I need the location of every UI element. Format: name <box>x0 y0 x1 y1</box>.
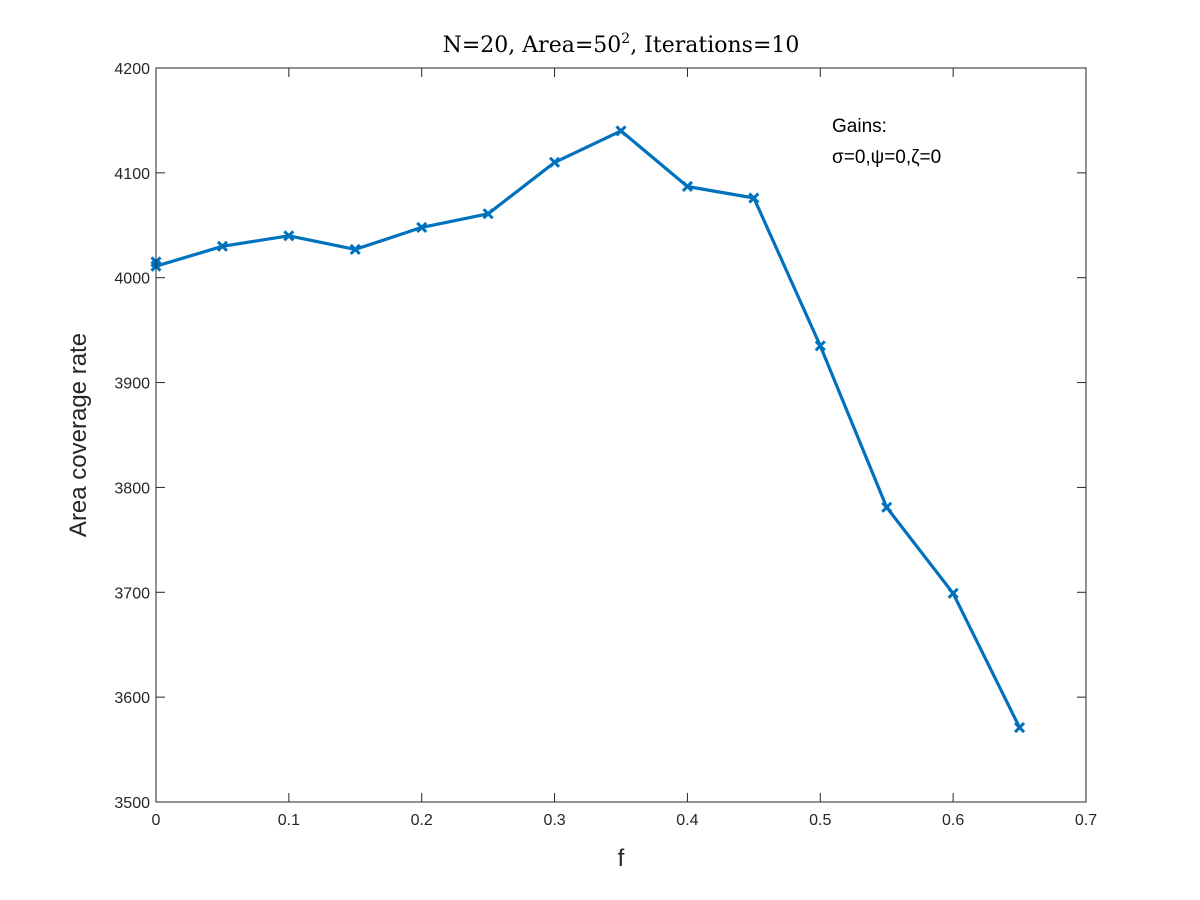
x-tick-label: 0.3 <box>543 812 565 829</box>
marker-stroke <box>482 208 494 220</box>
x-tick-label: 0.7 <box>1075 812 1097 829</box>
y-tick-label: 4000 <box>114 271 150 288</box>
plot-background <box>156 68 1086 802</box>
data-point-marker <box>814 340 826 352</box>
chart-title-superscript: 2 <box>621 31 630 47</box>
series-layer <box>150 125 1026 734</box>
marker-stroke <box>283 230 295 242</box>
chart-title-rest: , Iterations=10 <box>630 33 799 58</box>
data-point-marker <box>881 501 893 513</box>
marker-stroke <box>881 501 893 513</box>
chart-title-main: N=20, Area=50 <box>443 33 622 58</box>
x-axis-label: f <box>618 845 625 872</box>
y-tick-label: 3700 <box>114 585 150 602</box>
x-tick-label: 0.4 <box>676 812 698 829</box>
data-point-marker <box>1014 721 1026 734</box>
x-tick-label: 0 <box>152 812 161 829</box>
chart-title: N=20, Area=502, Iterations=10 <box>443 31 800 58</box>
data-point-marker <box>681 180 693 193</box>
marker-stroke <box>416 221 428 233</box>
plot-frame <box>155 67 1087 803</box>
y-tick-label: 3900 <box>114 376 150 393</box>
data-point-marker <box>482 208 494 220</box>
annotation-line-1: Gains: <box>832 116 887 137</box>
x-tick-label: 0.6 <box>942 812 964 829</box>
marker-stroke <box>615 125 627 137</box>
data-point-marker <box>416 221 428 233</box>
marker-stroke <box>681 180 693 193</box>
data-point-marker <box>947 587 959 599</box>
marker-stroke <box>1014 721 1026 734</box>
data-point-marker <box>216 240 228 252</box>
marker-stroke <box>549 156 561 168</box>
marker-stroke <box>814 340 826 352</box>
annotation-line-2: σ=0,ψ=0,ζ=0 <box>832 147 941 168</box>
marker-stroke <box>349 243 361 255</box>
data-point-marker <box>748 192 760 204</box>
x-tick-label: 0.5 <box>809 812 831 829</box>
y-tick-label: 4200 <box>114 61 150 78</box>
x-tick-label: 0.2 <box>411 812 433 829</box>
y-axis-label: Area coverage rate <box>65 333 92 537</box>
marker-stroke <box>216 240 228 252</box>
x-tick-label: 0.1 <box>278 812 300 829</box>
data-point-marker <box>615 125 627 137</box>
marker-stroke <box>947 587 959 599</box>
y-tick-label: 3800 <box>114 480 150 497</box>
data-point-marker <box>349 243 361 255</box>
data-point-marker <box>549 156 561 168</box>
y-tick-label: 3600 <box>114 690 150 707</box>
ticks-layer: 0 0.1 0.2 0.3 0.4 0.5 0.6 0.7 3500 3600 3700 3800 39… <box>114 61 1097 829</box>
y-tick-label: 4100 <box>114 166 150 183</box>
marker-stroke <box>748 192 760 204</box>
y-tick-label: 3500 <box>114 795 150 812</box>
data-point-marker <box>283 230 295 242</box>
